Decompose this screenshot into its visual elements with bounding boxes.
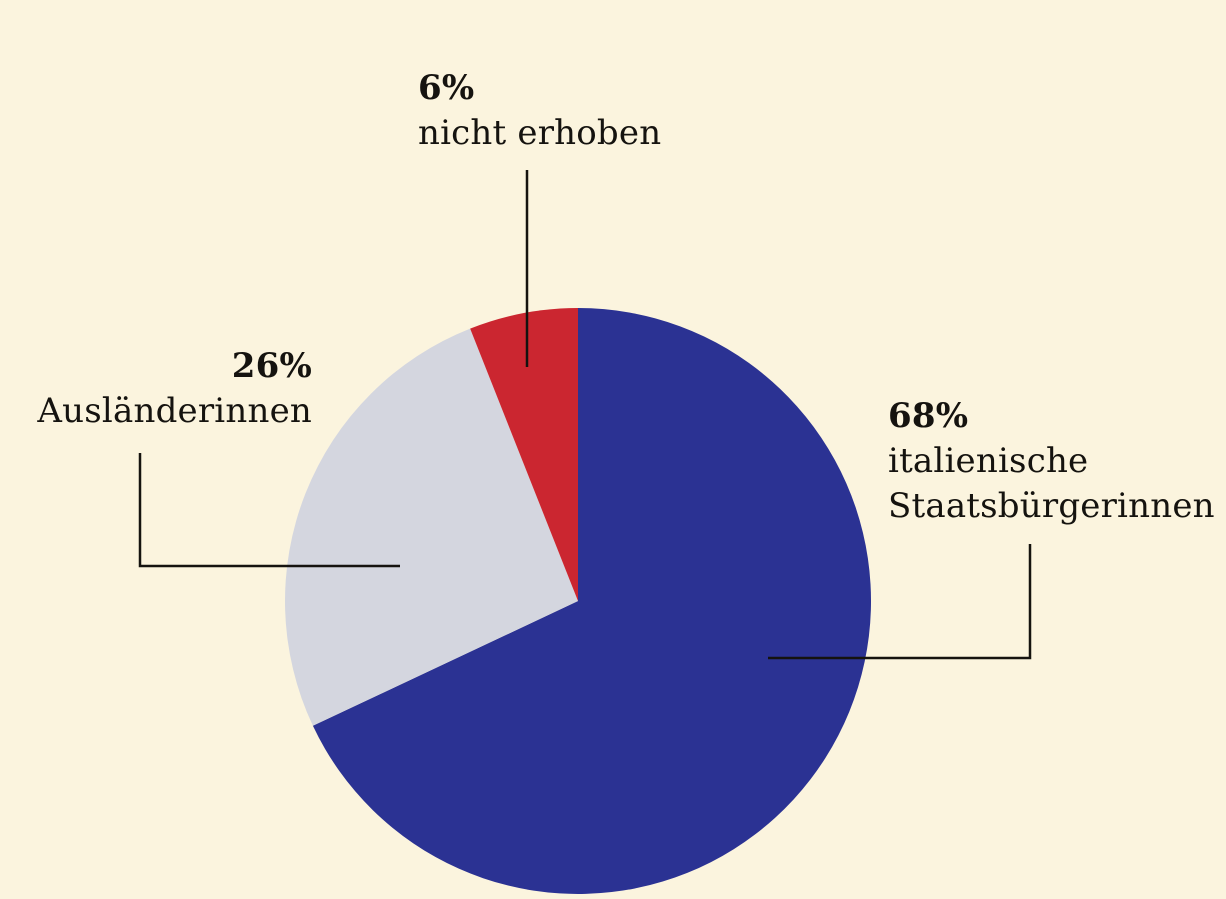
leader-line-staatsbuergerinnen [768, 544, 1032, 660]
callout-nicht-erhoben: 6% nicht erhoben [418, 66, 661, 156]
name-label-auslaenderinnen: Ausländerinnen [37, 390, 312, 431]
callout-staatsbuergerinnen: 68% italienische Staatsbürgerinnen [888, 394, 1215, 529]
pie-slice-2-nicht-erhoben [470, 308, 578, 601]
leader-line-auslaenderinnen [138, 453, 400, 568]
pie-slice-0-italienische-staatsb-rgerinnen [312, 308, 872, 894]
pie-slice-1-ausl-nderinnen [285, 328, 578, 726]
callout-auslaenderinnen: 26% Ausländerinnen [0, 344, 312, 434]
pct-label-auslaenderinnen: 26% [231, 346, 312, 386]
name-label-staatsbuergerinnen-line2: Staatsbürgerinnen [888, 485, 1215, 526]
pct-label-nicht-erhoben: 6% [418, 68, 475, 108]
pct-label-staatsbuergerinnen: 68% [888, 396, 969, 436]
name-label-nicht-erhoben: nicht erhoben [418, 112, 662, 153]
pie-group [285, 308, 872, 894]
name-label-staatsbuergerinnen-line1: italienische [888, 440, 1089, 481]
